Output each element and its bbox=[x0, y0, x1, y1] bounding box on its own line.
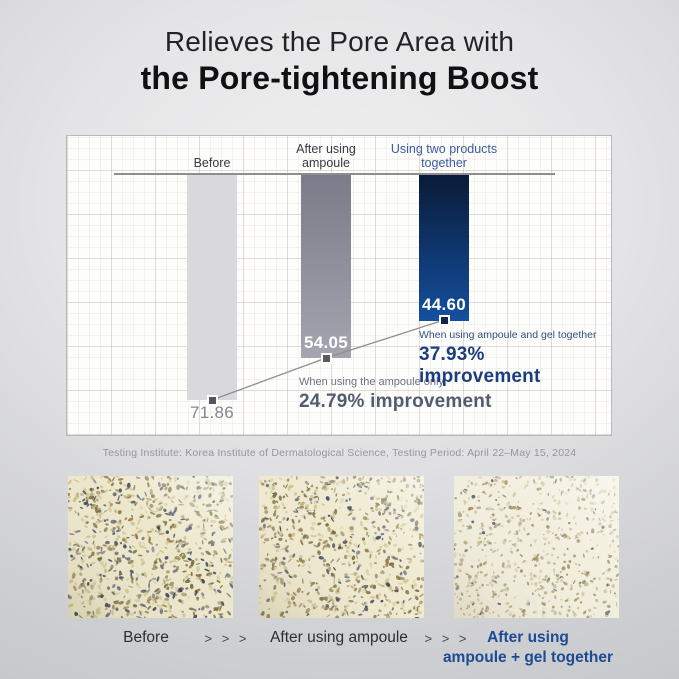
bar-label-ampoule-line1: After using bbox=[296, 142, 356, 156]
bar-two-products bbox=[419, 175, 469, 321]
improvement-word-both: improvement bbox=[419, 366, 541, 387]
bar-label-before-line1: Before bbox=[193, 156, 231, 170]
bar-label-before: Before bbox=[132, 140, 292, 170]
data-point-marker-ampoule bbox=[320, 352, 332, 364]
arrows-separator-2: > > > bbox=[424, 631, 470, 646]
annotation-ampoule-only-caption: When using the ampoule only bbox=[299, 376, 444, 388]
value-before: 71.86 bbox=[189, 403, 235, 422]
annotation-ampoule-gel-value: 37.93% improvement bbox=[419, 344, 611, 388]
skin-photo-after-ampoule bbox=[259, 476, 424, 618]
caption-before: Before bbox=[123, 629, 169, 646]
skin-photo-before bbox=[68, 476, 233, 618]
improvement-word-ampoule: improvement bbox=[364, 391, 492, 412]
bar-label-ampoule-line2: ampoule bbox=[302, 156, 350, 170]
page-title-line1: Relieves the Pore Area with bbox=[164, 26, 515, 57]
improvement-pct-both: 37.93% bbox=[419, 344, 485, 365]
arrows-separator-1: > > > bbox=[204, 631, 250, 646]
data-point-marker-before bbox=[206, 394, 218, 406]
caption-after-ampoule: After using ampoule bbox=[270, 629, 408, 646]
caption-after-both-line1: After using bbox=[487, 629, 569, 646]
value-two-products: 44.60 bbox=[421, 295, 467, 314]
caption-after-both: After using ampoule + gel together bbox=[426, 628, 630, 668]
bar-chart-panel: Before After using ampoule Using two pro… bbox=[66, 135, 612, 436]
bar-label-two-products-line1: Using two products bbox=[390, 142, 498, 156]
caption-after-both-line2: ampoule + gel together bbox=[442, 649, 614, 666]
value-after-ampoule: 54.05 bbox=[303, 333, 349, 352]
improvement-pct-ampoule: 24.79% bbox=[299, 391, 365, 412]
bar-label-ampoule: After using ampoule bbox=[246, 140, 406, 170]
annotation-ampoule-gel-caption: When using ampoule and gel together bbox=[419, 329, 597, 341]
data-point-marker-two-products bbox=[438, 314, 450, 326]
skin-photo-after-both bbox=[454, 476, 619, 618]
testing-institute-footnote: Testing Institute: Korea Institute of De… bbox=[102, 447, 577, 459]
page-title-line2: the Pore-tightening Boost bbox=[140, 60, 539, 96]
bar-label-two-products-line2: together bbox=[421, 156, 467, 170]
bar-label-two-products: Using two products together bbox=[364, 140, 524, 170]
chart-baseline bbox=[114, 173, 555, 175]
bar-after-ampoule bbox=[301, 175, 351, 358]
annotation-ampoule-only: When using the ampoule only 24.79% impro… bbox=[299, 376, 492, 413]
annotation-ampoule-gel: When using ampoule and gel together 37.9… bbox=[419, 329, 611, 388]
bar-before bbox=[187, 175, 237, 400]
annotation-ampoule-only-value: 24.79% improvement bbox=[299, 391, 492, 413]
